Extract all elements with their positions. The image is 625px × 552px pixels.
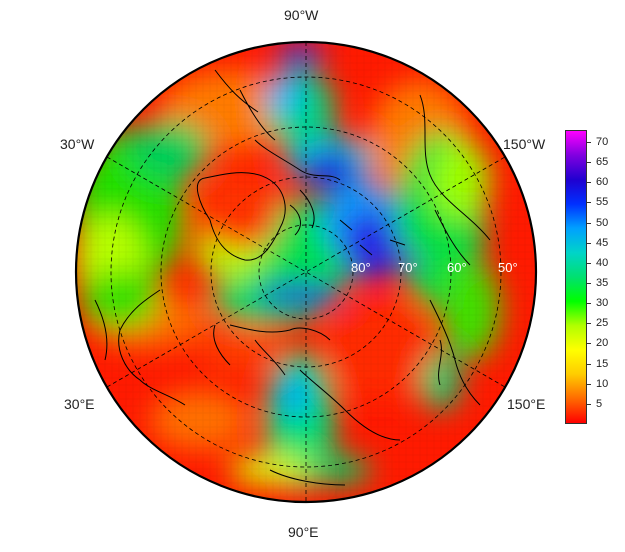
colorbar-tick-label: 25: [596, 317, 609, 330]
colorbar-tick-mark: [587, 343, 591, 345]
lon-label-lower-right: 150°E: [507, 396, 546, 412]
colorbar-tick-label: 10: [596, 377, 609, 390]
colorbar-tick-label: 5: [596, 397, 603, 410]
lon-label-lower-left: 30°E: [64, 396, 95, 412]
colorbar-tick-mark: [587, 283, 591, 285]
lon-label-bottom: 90°E: [288, 524, 319, 540]
colorbar-tick-mark: [587, 323, 591, 325]
colorbar-tick-label: 55: [596, 196, 609, 209]
colorbar: [565, 130, 587, 424]
map-border: [74, 40, 538, 504]
lon-label-upper-right: 150°W: [503, 136, 546, 152]
colorbar-tick-label: 45: [596, 236, 609, 249]
colorbar-tick-label: 60: [596, 176, 609, 189]
lon-label-top: 90°W: [284, 7, 319, 23]
colorbar-tick-label: 65: [596, 156, 609, 169]
lat-label-50: 50°: [498, 260, 518, 275]
colorbar-tick-mark: [587, 142, 591, 144]
colorbar-tick-mark: [587, 162, 591, 164]
colorbar-tick-label: 50: [596, 216, 609, 229]
graticule: [106, 42, 506, 502]
lat-label-60: 60°: [447, 260, 467, 275]
colorbar-tick-mark: [587, 383, 591, 385]
colorbar-tick-mark: [587, 363, 591, 365]
coastlines: [94, 69, 491, 486]
colorbar-tick-label: 20: [596, 337, 609, 350]
colorbar-tick-label: 35: [596, 277, 609, 290]
lat-label-70: 70°: [398, 260, 418, 275]
colorbar-tick-mark: [587, 182, 591, 184]
colorbar-tick-mark: [587, 262, 591, 264]
colorbar-tick-mark: [587, 403, 591, 405]
colorbar-tick-mark: [587, 202, 591, 204]
map-disc: [76, 42, 536, 502]
colorbar-tick-label: 70: [596, 136, 609, 149]
lon-label-upper-left: 30°W: [60, 136, 95, 152]
colorbar-tick-label: 40: [596, 256, 609, 269]
colorbar-tick-mark: [587, 242, 591, 244]
colorbar-tick-mark: [587, 303, 591, 305]
colorbar-tick-mark: [587, 222, 591, 224]
colorbar-tick-label: 15: [596, 357, 609, 370]
lat-label-80: 80°: [351, 260, 371, 275]
colorbar-tick-label: 30: [596, 297, 609, 310]
